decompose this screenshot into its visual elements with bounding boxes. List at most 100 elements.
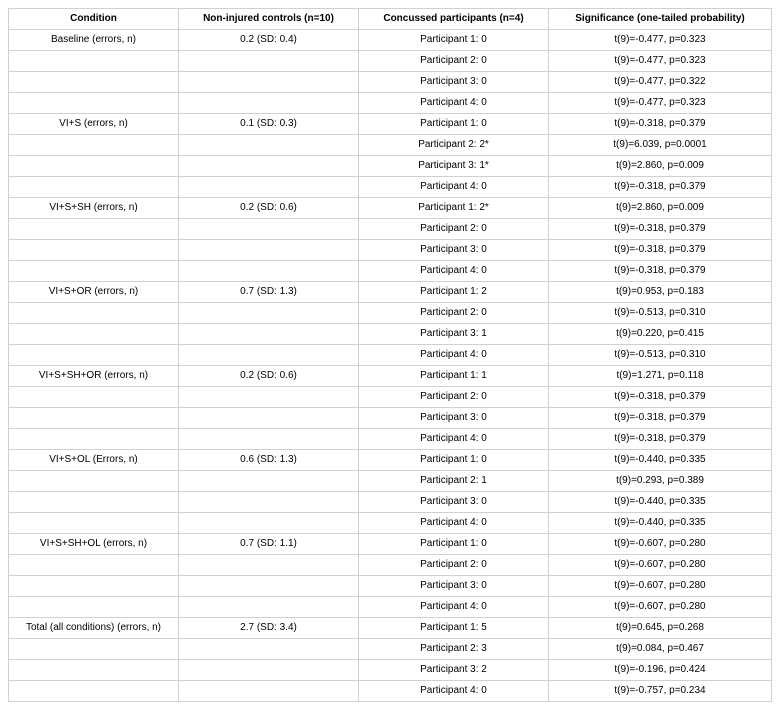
cell-significance: t(9)=-0.318, p=0.379: [549, 387, 772, 408]
cell-control: 0.2 (SD: 0.6): [179, 198, 359, 219]
col-header-concussed: Concussed participants (n=4): [359, 9, 549, 30]
cell-condition: [9, 513, 179, 534]
cell-concussed: Participant 2: 1: [359, 471, 549, 492]
cell-concussed: Participant 2: 2*: [359, 135, 549, 156]
table-row: VI+S+SH (errors, n)0.2 (SD: 0.6)Particip…: [9, 198, 772, 219]
cell-control: [179, 471, 359, 492]
cell-concussed: Participant 1: 5: [359, 618, 549, 639]
cell-concussed: Participant 1: 1: [359, 366, 549, 387]
cell-concussed: Participant 3: 0: [359, 72, 549, 93]
table-row: Participant 2: 3t(9)=0.084, p=0.467: [9, 639, 772, 660]
cell-significance: t(9)=-0.318, p=0.379: [549, 429, 772, 450]
cell-condition: [9, 93, 179, 114]
table-row: Participant 2: 0t(9)=-0.318, p=0.379: [9, 387, 772, 408]
cell-condition: [9, 261, 179, 282]
table-row: VI+S+SH+OL (errors, n)0.7 (SD: 1.1)Parti…: [9, 534, 772, 555]
table-row: Participant 3: 2t(9)=-0.196, p=0.424: [9, 660, 772, 681]
cell-significance: t(9)=-0.440, p=0.335: [549, 450, 772, 471]
cell-concussed: Participant 2: 3: [359, 639, 549, 660]
cell-significance: t(9)=-0.607, p=0.280: [549, 597, 772, 618]
col-header-controls: Non-injured controls (n=10): [179, 9, 359, 30]
cell-condition: [9, 555, 179, 576]
cell-control: [179, 681, 359, 702]
data-table: Condition Non-injured controls (n=10) Co…: [8, 8, 772, 702]
cell-control: [179, 576, 359, 597]
cell-significance: t(9)=2.860, p=0.009: [549, 198, 772, 219]
cell-concussed: Participant 4: 0: [359, 345, 549, 366]
cell-concussed: Participant 4: 0: [359, 177, 549, 198]
cell-significance: t(9)=-0.318, p=0.379: [549, 261, 772, 282]
cell-concussed: Participant 1: 2*: [359, 198, 549, 219]
table-row: Participant 4: 0t(9)=-0.318, p=0.379: [9, 429, 772, 450]
cell-condition: [9, 660, 179, 681]
cell-control: [179, 156, 359, 177]
cell-condition: [9, 51, 179, 72]
cell-condition: [9, 240, 179, 261]
cell-significance: t(9)=0.220, p=0.415: [549, 324, 772, 345]
cell-significance: t(9)=-0.477, p=0.323: [549, 51, 772, 72]
cell-control: 0.6 (SD: 1.3): [179, 450, 359, 471]
cell-condition: Total (all conditions) (errors, n): [9, 618, 179, 639]
cell-concussed: Participant 3: 0: [359, 492, 549, 513]
cell-control: [179, 261, 359, 282]
cell-control: [179, 639, 359, 660]
table-body: Baseline (errors, n)0.2 (SD: 0.4)Partici…: [9, 30, 772, 702]
table-row: VI+S (errors, n)0.1 (SD: 0.3)Participant…: [9, 114, 772, 135]
table-row: Participant 4: 0t(9)=-0.440, p=0.335: [9, 513, 772, 534]
cell-control: [179, 303, 359, 324]
table-row: Participant 2: 0t(9)=-0.607, p=0.280: [9, 555, 772, 576]
cell-control: [179, 135, 359, 156]
cell-significance: t(9)=-0.477, p=0.323: [549, 93, 772, 114]
cell-significance: t(9)=1.271, p=0.118: [549, 366, 772, 387]
cell-control: [179, 93, 359, 114]
cell-control: 0.2 (SD: 0.6): [179, 366, 359, 387]
cell-control: 2.7 (SD: 3.4): [179, 618, 359, 639]
cell-control: [179, 324, 359, 345]
table-row: Participant 4: 0t(9)=-0.513, p=0.310: [9, 345, 772, 366]
cell-control: [179, 555, 359, 576]
cell-concussed: Participant 1: 0: [359, 534, 549, 555]
table-row: Participant 3: 1*t(9)=2.860, p=0.009: [9, 156, 772, 177]
cell-condition: VI+S+SH+OR (errors, n): [9, 366, 179, 387]
table-row: Participant 3: 0t(9)=-0.440, p=0.335: [9, 492, 772, 513]
cell-concussed: Participant 2: 0: [359, 303, 549, 324]
cell-control: [179, 345, 359, 366]
table-row: Participant 4: 0t(9)=-0.318, p=0.379: [9, 177, 772, 198]
cell-significance: t(9)=-0.607, p=0.280: [549, 576, 772, 597]
cell-condition: VI+S+OL (Errors, n): [9, 450, 179, 471]
cell-condition: [9, 303, 179, 324]
cell-control: 0.2 (SD: 0.4): [179, 30, 359, 51]
cell-concussed: Participant 4: 0: [359, 429, 549, 450]
cell-significance: t(9)=-0.513, p=0.310: [549, 303, 772, 324]
table-row: VI+S+OR (errors, n)0.7 (SD: 1.3)Particip…: [9, 282, 772, 303]
cell-significance: t(9)=-0.607, p=0.280: [549, 555, 772, 576]
cell-condition: [9, 72, 179, 93]
table-header-row: Condition Non-injured controls (n=10) Co…: [9, 9, 772, 30]
cell-control: [179, 513, 359, 534]
cell-concussed: Participant 4: 0: [359, 513, 549, 534]
table-row: Participant 2: 0t(9)=-0.318, p=0.379: [9, 219, 772, 240]
cell-concussed: Participant 2: 0: [359, 219, 549, 240]
cell-concussed: Participant 3: 2: [359, 660, 549, 681]
cell-concussed: Participant 1: 0: [359, 450, 549, 471]
cell-concussed: Participant 3: 0: [359, 576, 549, 597]
cell-control: [179, 51, 359, 72]
cell-condition: [9, 219, 179, 240]
table-row: Participant 4: 0t(9)=-0.607, p=0.280: [9, 597, 772, 618]
cell-significance: t(9)=-0.440, p=0.335: [549, 492, 772, 513]
cell-condition: [9, 177, 179, 198]
cell-significance: t(9)=-0.318, p=0.379: [549, 114, 772, 135]
cell-control: [179, 492, 359, 513]
cell-significance: t(9)=0.293, p=0.389: [549, 471, 772, 492]
cell-concussed: Participant 4: 0: [359, 261, 549, 282]
cell-condition: [9, 324, 179, 345]
cell-significance: t(9)=-0.196, p=0.424: [549, 660, 772, 681]
cell-control: [179, 597, 359, 618]
cell-condition: [9, 429, 179, 450]
cell-concussed: Participant 1: 0: [359, 30, 549, 51]
cell-significance: t(9)=-0.513, p=0.310: [549, 345, 772, 366]
cell-significance: t(9)=-0.318, p=0.379: [549, 408, 772, 429]
cell-concussed: Participant 2: 0: [359, 387, 549, 408]
cell-significance: t(9)=-0.318, p=0.379: [549, 219, 772, 240]
cell-condition: [9, 387, 179, 408]
